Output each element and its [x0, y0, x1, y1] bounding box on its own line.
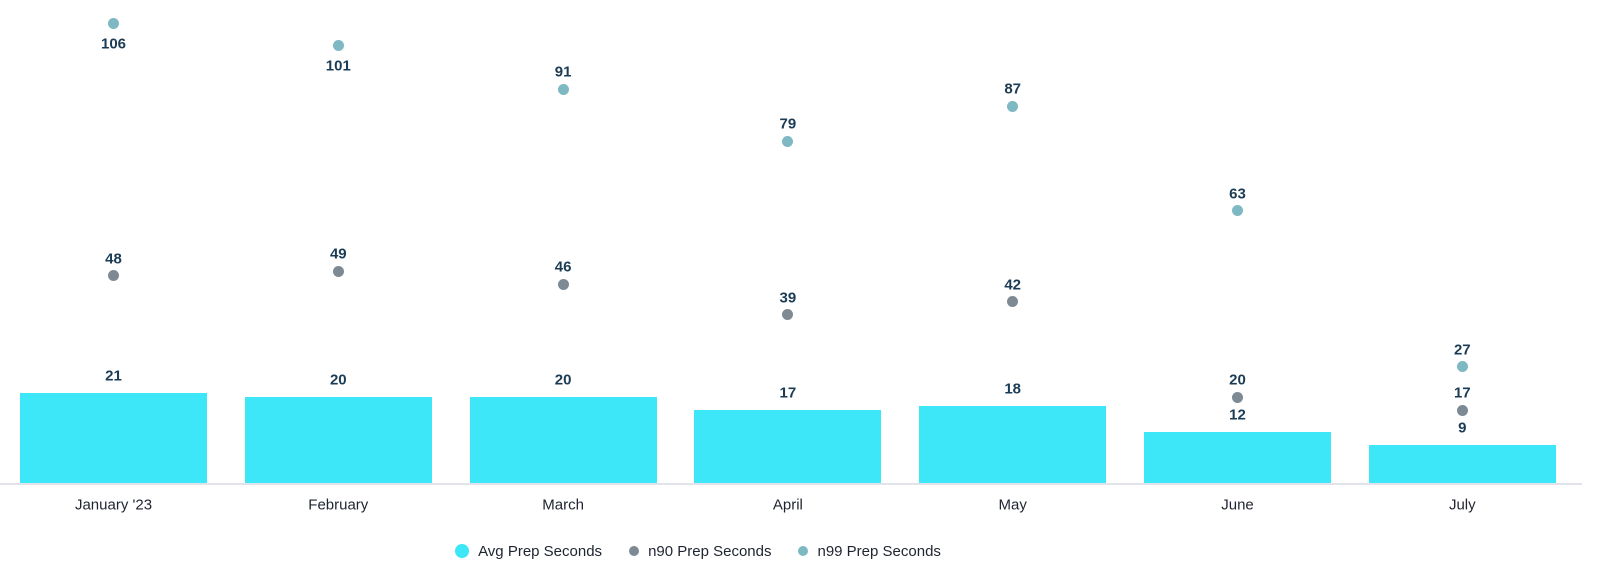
value-label: 17	[779, 384, 797, 402]
value-label: 42	[1004, 276, 1022, 294]
value-label: 20	[554, 371, 572, 389]
value-label: 87	[1004, 80, 1022, 98]
legend: Avg Prep Seconds n90 Prep Seconds n99 Pr…	[0, 542, 1396, 560]
value-label: 12	[1229, 406, 1246, 424]
n90-prep-seconds-dot[interactable]	[332, 265, 344, 277]
legend-label-avg-prep-seconds: Avg Prep Seconds	[478, 542, 603, 560]
n90-prep-seconds-dot[interactable]	[1232, 391, 1243, 403]
x-axis-label: May	[998, 496, 1027, 514]
bar-avg-prep-seconds[interactable]	[20, 392, 207, 484]
value-label: 48	[105, 250, 122, 268]
value-label: 91	[554, 63, 572, 81]
value-label: 46	[554, 258, 572, 276]
x-axis-line	[0, 483, 1582, 485]
value-label: 101	[325, 57, 351, 75]
n99-prep-seconds-dot[interactable]	[1007, 100, 1019, 112]
value-label: 63	[1229, 185, 1246, 203]
bar-avg-prep-seconds[interactable]	[1368, 444, 1556, 484]
x-axis-label: June	[1221, 496, 1254, 514]
n99-prep-seconds-swatch-icon	[798, 546, 809, 556]
n99-prep-seconds-dot[interactable]	[557, 83, 569, 95]
x-axis-label: January '23	[74, 496, 153, 514]
value-label: 39	[779, 289, 797, 307]
avg-prep-seconds-swatch-icon	[455, 544, 470, 558]
n99-prep-seconds-dot[interactable]	[332, 40, 344, 52]
x-axis-label: March	[542, 496, 584, 514]
x-axis-label: April	[772, 496, 803, 514]
n99-prep-seconds-dot[interactable]	[1232, 205, 1243, 217]
bar-avg-prep-seconds[interactable]	[1144, 431, 1331, 484]
value-label: 20	[329, 371, 347, 389]
legend-item-n99-prep-seconds[interactable]: n99 Prep Seconds	[798, 542, 941, 560]
value-label: 17	[1453, 384, 1471, 402]
n99-prep-seconds-dot[interactable]	[108, 18, 119, 30]
n90-prep-seconds-dot[interactable]	[1456, 404, 1468, 416]
value-label: 106	[100, 35, 127, 53]
legend-item-n90-prep-seconds[interactable]: n90 Prep Seconds	[629, 544, 771, 559]
value-label: 9	[1458, 419, 1467, 437]
value-label: 27	[1453, 341, 1471, 359]
x-axis-label: July	[1448, 496, 1476, 514]
n90-prep-seconds-dot[interactable]	[1007, 296, 1019, 308]
n90-prep-seconds-dot[interactable]	[557, 278, 569, 290]
n99-prep-seconds-dot[interactable]	[1456, 361, 1468, 373]
bar-avg-prep-seconds[interactable]	[244, 397, 432, 484]
bar-avg-prep-seconds[interactable]	[694, 410, 882, 484]
value-label: 79	[779, 115, 797, 133]
legend-item-avg-prep-seconds[interactable]: Avg Prep Seconds	[455, 544, 602, 559]
n99-prep-seconds-dot[interactable]	[782, 135, 794, 147]
legend-label-n90-prep-seconds: n90 Prep Seconds	[648, 542, 772, 560]
legend-label-n99-prep-seconds: n99 Prep Seconds	[817, 542, 941, 560]
n90-prep-seconds-dot[interactable]	[108, 270, 119, 282]
value-label: 20	[1229, 371, 1246, 389]
value-label: 18	[1004, 380, 1022, 398]
n90-prep-seconds-swatch-icon	[629, 546, 640, 556]
x-axis-label: February	[308, 496, 369, 514]
value-label: 49	[329, 245, 347, 263]
n90-prep-seconds-dot[interactable]	[782, 309, 794, 321]
bar-avg-prep-seconds[interactable]	[919, 405, 1107, 484]
bar-avg-prep-seconds[interactable]	[469, 397, 657, 484]
value-label: 21	[105, 367, 122, 385]
